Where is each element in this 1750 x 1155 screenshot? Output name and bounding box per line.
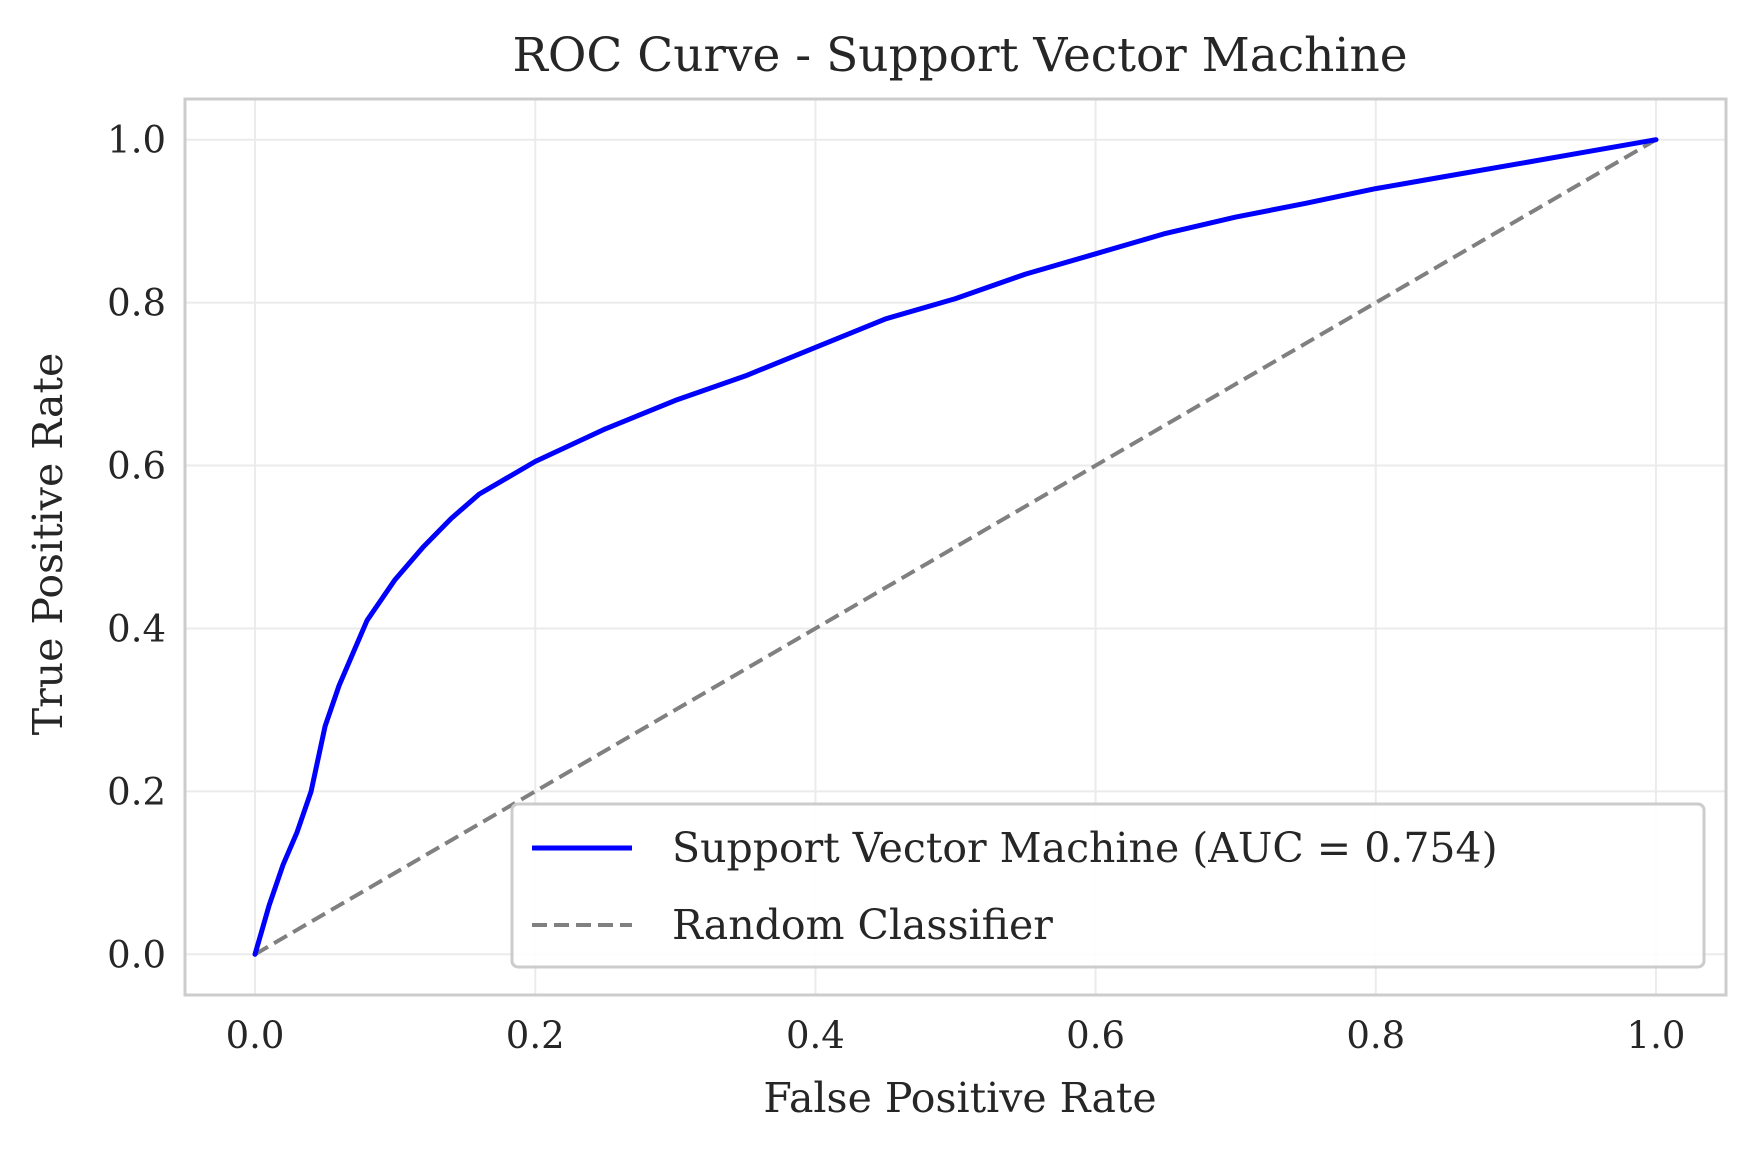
legend-label: Random Classifier bbox=[672, 901, 1053, 949]
y-tick-label: 0.0 bbox=[107, 933, 166, 976]
y-tick-label: 0.8 bbox=[107, 282, 166, 325]
legend-label: Support Vector Machine (AUC = 0.754) bbox=[672, 824, 1498, 872]
x-tick-label: 1.0 bbox=[1627, 1014, 1686, 1057]
x-axis-label: False Positive Rate bbox=[763, 1074, 1156, 1122]
series-layer bbox=[252, 137, 1659, 957]
legend: Support Vector Machine (AUC = 0.754) Rand… bbox=[510, 802, 1706, 969]
x-tick-label: 0.4 bbox=[786, 1014, 845, 1057]
y-tick-label: 0.4 bbox=[107, 607, 166, 650]
legend-box bbox=[510, 802, 1706, 969]
y-tick-label: 1.0 bbox=[107, 119, 166, 162]
chart-title: ROC Curve - Support Vector Machine bbox=[512, 28, 1407, 83]
y-tick-label: 0.2 bbox=[107, 770, 166, 813]
grid-layer bbox=[185, 99, 1726, 995]
plot-frame bbox=[183, 97, 1728, 997]
x-tick-label: 0.2 bbox=[506, 1014, 565, 1057]
random-classifier-line bbox=[253, 137, 1658, 957]
roc-curve-line bbox=[252, 137, 1659, 957]
x-tick-label: 0.8 bbox=[1346, 1014, 1405, 1057]
y-tick-label: 0.6 bbox=[107, 445, 166, 488]
x-tick-label: 0.6 bbox=[1066, 1014, 1125, 1057]
y-axis-label: True Positive Rate bbox=[24, 353, 72, 735]
x-tick-label: 0.0 bbox=[226, 1014, 285, 1057]
tick-layer: 0.0 0.2 0.4 0.6 0.8 1.0 0.0 0.2 0.4 0.6 0.8 1.0 bbox=[107, 119, 1685, 1057]
